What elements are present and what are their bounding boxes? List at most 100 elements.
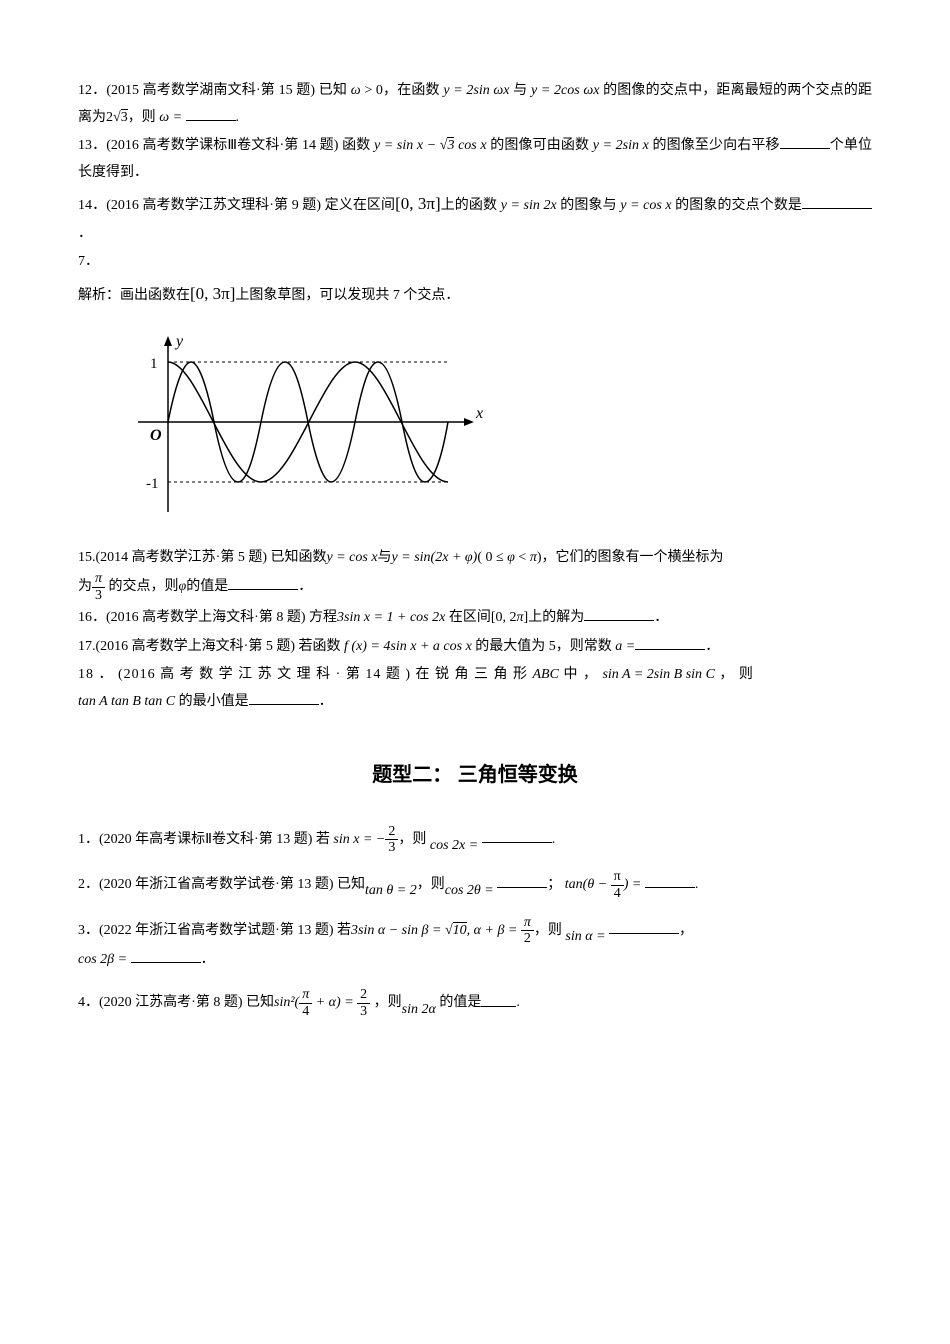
math-tan-diff: tan(θ − [565,877,611,892]
p2-problem-1: 1．(2020 年高考课标Ⅱ卷文科·第 13 题) 若 sin x = −23，… [78,824,872,856]
problem-17: 17.(2016 高考数学上海文科·第 5 题) 若函数 f (x) = 4si… [78,634,872,661]
text: ． [654,610,668,625]
text: . [236,110,240,125]
text: ； [547,877,561,892]
text: . [516,996,520,1011]
text: 上的函数 [441,198,501,213]
math-fn2: y = sin(2x + φ) [392,550,478,565]
text: ． [319,694,334,709]
problem-ref: (2016 高考数学上海文科·第 8 题) 方程 [106,610,337,625]
answer-blank [780,134,830,149]
svg-text:y: y [174,333,184,350]
answer-blank [482,828,552,843]
problem-label: 15. [78,550,96,565]
text: 的图象与 [557,198,621,213]
text: ． [201,952,215,967]
answer-blank [131,948,201,963]
problem-ref: (2016 高考数学上海文科·第 5 题) 若函数 [96,639,345,654]
problem-ref: (2016 高考数学课标Ⅲ卷文科·第 14 题) 函数 [106,138,374,153]
math-dist: 2√3 [106,109,128,125]
text: . [552,832,556,847]
problem-label: 13． [78,138,106,153]
svg-text:-1: -1 [146,476,159,492]
text: ，则 [398,832,426,847]
text: 的图象的交点个数是 [672,198,802,213]
problem-ref: (2016 高 考 数 学 江 苏 文 理 科 · 第 14 题 ) 在 锐 角… [114,667,533,682]
math-fn: f (x) = 4sin x + a cos x [344,639,472,654]
math-a: a = [615,639,635,654]
text: ， [679,923,693,938]
graph-sin-cos: y x O 1 -1 [118,322,872,533]
svg-text:x: x [475,405,483,422]
frac-pi-4: π4 [611,869,624,901]
problem-16: 16．(2016 高考数学上海文科·第 8 题) 方程3sin x = 1 + … [78,605,872,632]
answer-blank [645,873,695,888]
math-fn2: y = 2cos ωx [531,83,599,98]
text: . [695,877,699,892]
text: ， 则 [715,667,754,682]
problem-label: 4． [78,996,99,1011]
math-interval: [0, 3π] [395,194,441,213]
math-eq1: 3sin α − sin β = √10, α + β = [351,922,521,938]
frac-pi-4: π4 [299,987,312,1019]
answer-blank [609,919,679,934]
problem-12: 12．(2015 高考数学湖南文科·第 15 题) 已知 ω > 0，在函数 y… [78,78,872,131]
svg-text:O: O [150,427,162,444]
problem-ref: (2020 江苏高考·第 8 题) 已知 [99,996,274,1011]
problem-label: 16． [78,610,106,625]
math-omega: ω [351,83,361,98]
text: 的图像可由函数 [487,138,593,153]
text: 的交点，则 [105,579,179,594]
problem-ref: (2022 年浙江省高考数学试题·第 13 题) 若 [99,923,351,938]
problem-14-explain: 解析：画出函数在[0, 3π]上图象草图，可以发现共 7 个交点． [78,278,872,310]
text: ，则 [370,996,402,1011]
p2-problem-4: 4．(2020 江苏高考·第 8 题) 已知sin²(π4 + α) = 23 … [78,987,872,1019]
problem-ref: (2015 高考数学湖南文科·第 15 题) 已知 [106,83,347,98]
p2-problem-3: 3．(2022 年浙江省高考数学试题·第 13 题) 若3sin α − sin… [78,915,872,973]
problem-label: 17. [78,639,96,654]
frac-2-3: 23 [357,987,370,1019]
text-pre: 为 [78,579,92,594]
problem-label: 1． [78,832,99,847]
problem-14-answer: 7． [78,249,872,276]
problem-ref: (2020 年高考课标Ⅱ卷文科·第 13 题) 若 [99,832,333,847]
text: ． [298,579,312,594]
math-close: ) = [624,877,645,892]
text: 的值是 [186,579,228,594]
frac-pi-3: π3 [92,571,105,603]
math-sin2: sin²( [274,996,299,1011]
problem-label: 14． [78,198,106,213]
text: ． [78,226,92,241]
graph-svg: y x O 1 -1 [118,322,498,522]
answer-blank [186,106,236,121]
math-cond: ( 0 ≤ φ < π [477,550,537,565]
text: ． [705,639,719,654]
answer-blank [481,992,516,1007]
math-cos2b: cos 2β = [78,952,131,967]
answer-blank [497,873,547,888]
text: 的值是 [436,996,482,1011]
answer-blank [802,194,872,209]
problem-label: 3． [78,923,99,938]
math-sinx: sin x = − [333,832,385,847]
math-sina: sin α = [565,929,609,944]
text: 的图像至少向右平移 [649,138,780,153]
math-cos2t: cos 2θ = [445,883,498,898]
problem-ref: (2020 年浙江省高考数学试卷·第 13 题) 已知 [99,877,365,892]
math-fn2: y = 2sin x [593,138,649,153]
math-gt0: > 0 [361,83,383,98]
math-omega-eq: ω = [159,110,185,125]
problem-ref: (2016 高考数学江苏文理科·第 9 题) 定义在区间 [106,198,395,213]
math-fn2: y = cos x [620,198,671,213]
svg-text:1: 1 [150,356,158,372]
text: 中 ， [559,667,603,682]
problem-label: 12． [78,83,106,98]
problem-label: 2． [78,877,99,892]
math-tan: tan θ = 2 [365,883,417,898]
math-fn1: y = sin x − √3 cos x [374,137,487,153]
math-tan: tan A tan B tan C [78,694,175,709]
text: 的最小值是 [175,694,249,709]
math-fn1: y = 2sin ωx [443,83,509,98]
explain-pre: 解析：画出函数在 [78,288,190,303]
text: 在区间 [445,610,491,625]
